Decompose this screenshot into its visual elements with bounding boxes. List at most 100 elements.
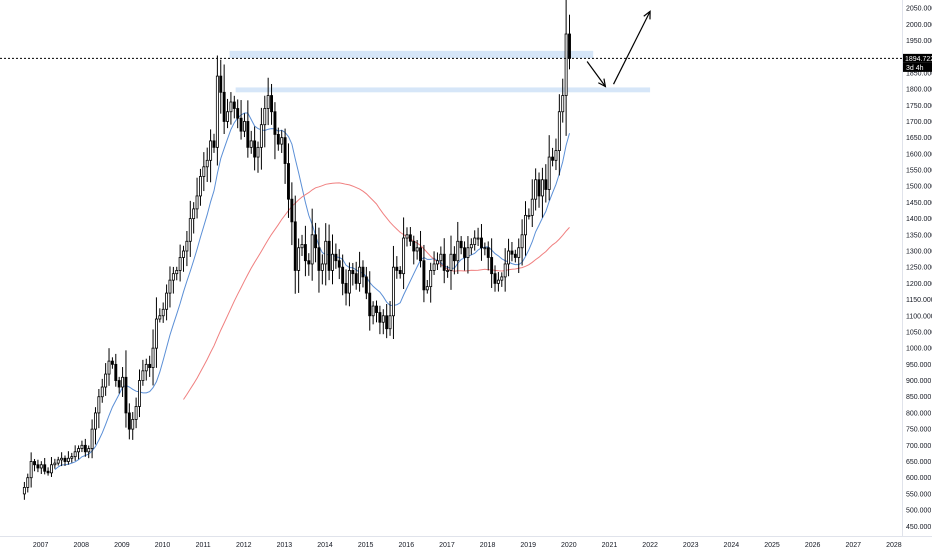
candle [432, 251, 436, 275]
candle-body [158, 315, 162, 320]
candle [442, 238, 446, 284]
candle [43, 457, 47, 475]
candle-body [385, 315, 389, 330]
candle-body [239, 117, 243, 132]
price-axis[interactable]: 450.000 500.000 550.000 600.000 650.000 700.0… [906, 6, 932, 531]
countdown-tag-label: 3d 4h [906, 65, 924, 72]
candle [46, 467, 50, 476]
candle [63, 455, 67, 466]
candle-body [449, 253, 453, 271]
candle-body [307, 260, 311, 265]
candle-body [507, 250, 511, 265]
candle [419, 230, 422, 268]
candle-body [168, 279, 172, 294]
candle-body [87, 448, 91, 453]
candle [395, 256, 399, 279]
y-tick-label: 700.000 [906, 443, 931, 450]
y-tick-label: 1800.000 [906, 87, 932, 94]
candle [358, 251, 362, 292]
candle [364, 266, 368, 300]
candle-body [331, 253, 334, 271]
x-tick-label: 2017 [439, 542, 455, 549]
candle [310, 208, 314, 281]
zones-layer [229, 50, 651, 93]
candle [182, 245, 185, 272]
candle-body [402, 237, 406, 275]
candle-body [364, 276, 368, 294]
candle-body [446, 270, 450, 272]
candle [422, 244, 426, 303]
candle [253, 126, 257, 171]
candle-body [198, 176, 202, 197]
candle-body [551, 156, 555, 161]
candle-body [378, 312, 382, 323]
candle-body [327, 240, 331, 271]
candle-body [314, 234, 318, 249]
candle-body [517, 247, 521, 258]
candle-body [408, 234, 412, 242]
x-tick-label: 2019 [520, 542, 536, 549]
candle-body [229, 101, 233, 113]
candle-body [165, 292, 169, 310]
y-tick-label: 950.000 [906, 362, 931, 369]
candle-body [317, 247, 321, 271]
candle [73, 445, 77, 461]
candle-body [283, 137, 287, 164]
candle [259, 107, 263, 170]
candle [87, 445, 91, 459]
candle-body [391, 266, 395, 317]
candle-body [422, 260, 426, 291]
candle-body [419, 247, 422, 262]
candle [375, 300, 378, 323]
y-tick-label: 550.000 [906, 491, 931, 498]
candle-body [29, 461, 33, 479]
x-tick-label: 2021 [602, 542, 618, 549]
candle [83, 438, 87, 457]
candle [493, 265, 497, 292]
candle [188, 200, 192, 257]
candle [507, 238, 511, 277]
candle [561, 78, 565, 123]
candle [121, 367, 125, 397]
candle [540, 167, 544, 218]
candle [331, 234, 334, 285]
candle [151, 329, 155, 386]
candle-body [480, 237, 483, 249]
candle-body [73, 451, 77, 458]
candle-body [287, 163, 290, 200]
candle-body [178, 257, 182, 271]
y-tick-label: 1750.000 [906, 103, 932, 110]
candle-body [202, 166, 206, 177]
candle-body [452, 253, 456, 262]
candle [463, 241, 466, 271]
candle [307, 253, 311, 276]
candle-body [154, 318, 158, 349]
candle [266, 77, 270, 126]
candle-body [486, 247, 490, 258]
candle [381, 309, 385, 335]
candle-body [540, 179, 544, 197]
candle [80, 440, 84, 453]
candle-body [341, 266, 345, 284]
candle [391, 245, 395, 340]
candle-body [50, 464, 53, 474]
candle [246, 100, 250, 158]
candle [327, 224, 331, 281]
candle-body [256, 146, 260, 158]
candle [104, 363, 108, 396]
candle-body [22, 487, 26, 495]
y-tick-label: 1150.000 [906, 297, 932, 304]
candle-body [270, 95, 273, 113]
candle-body [83, 444, 87, 453]
candle-body [547, 156, 551, 190]
candle-body [182, 250, 185, 258]
candle [300, 234, 304, 256]
candle [320, 254, 324, 285]
candle-body [537, 179, 541, 197]
x-tick-label: 2026 [805, 542, 821, 549]
time-axis[interactable]: 2007 2008 2009 2010 2011 2012 2013 2014 2015 2016… [33, 542, 902, 549]
x-tick-label: 2016 [399, 542, 415, 549]
candle [215, 55, 219, 166]
